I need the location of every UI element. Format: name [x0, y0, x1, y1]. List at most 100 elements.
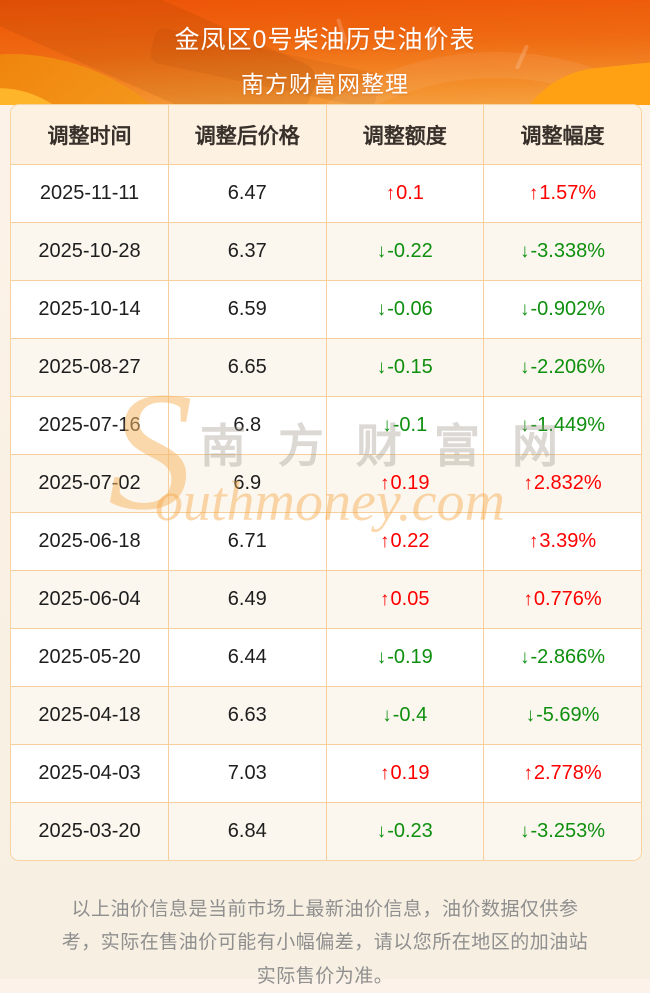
table-row: 2025-10-14 6.59 ↓-0.06 ↓-0.902%	[11, 280, 641, 339]
cell-change-amount: ↑0.19	[325, 744, 484, 803]
arrow-down-icon: ↓	[376, 241, 387, 262]
cell-adjusted-price: 6.9	[168, 454, 326, 513]
change-amount-value: -0.15	[387, 356, 433, 378]
cell-change-amount: ↓-0.22	[325, 222, 484, 281]
arrow-down-icon: ↓	[520, 299, 530, 320]
cell-change-amount: ↓-0.1	[325, 396, 484, 455]
table-row: 2025-06-18 6.71 ↑0.22 ↑3.39%	[11, 512, 641, 571]
table-row: 2025-08-27 6.65 ↓-0.15 ↓-2.206%	[11, 338, 641, 397]
cell-adjust-date: 2025-06-04	[11, 570, 169, 629]
arrow-up-icon: ↑	[523, 589, 533, 610]
table-row: 2025-04-18 6.63 ↓-0.4 ↓-5.69%	[11, 686, 641, 745]
cell-change-amount: ↓-0.23	[325, 802, 484, 860]
arrow-down-icon: ↓	[376, 357, 387, 378]
cell-adjust-date: 2025-05-20	[11, 628, 169, 687]
arrow-down-icon: ↓	[382, 415, 392, 436]
arrow-down-icon: ↓	[376, 821, 387, 842]
change-percent-value: -2.866%	[530, 646, 606, 668]
cell-change-amount: ↑0.1	[325, 164, 484, 223]
arrow-up-icon: ↑	[380, 473, 390, 494]
arrow-down-icon: ↓	[525, 705, 536, 726]
arrow-down-icon: ↓	[520, 415, 530, 436]
column-header-adjust-amount: 调整额度	[325, 105, 484, 165]
page-header: 金凤区0号柴油历史油价表 南方财富网整理	[0, 0, 650, 105]
arrow-down-icon: ↓	[520, 821, 530, 842]
change-amount-value: 0.1	[396, 182, 424, 204]
arrow-up-icon: ↑	[380, 763, 390, 784]
column-header-adjust-range: 调整幅度	[483, 105, 641, 165]
page-title: 金凤区0号柴油历史油价表	[174, 26, 476, 54]
change-amount-value: 0.22	[390, 530, 430, 552]
page-subtitle: 南方财富网整理	[241, 71, 409, 97]
arrow-up-icon: ↑	[380, 589, 390, 610]
arrow-down-icon: ↓	[376, 647, 387, 668]
change-percent-value: -1.449%	[530, 414, 606, 436]
cell-change-percent: ↑2.778%	[483, 744, 641, 803]
cell-adjusted-price: 7.03	[168, 744, 326, 803]
arrow-up-icon: ↑	[528, 183, 539, 204]
cell-adjusted-price: 6.84	[168, 802, 326, 860]
cell-adjust-date: 2025-10-14	[11, 280, 169, 339]
cell-change-amount: ↑0.19	[325, 454, 484, 513]
cell-change-percent: ↓-5.69%	[483, 686, 641, 745]
cell-change-amount: ↓-0.19	[325, 628, 484, 687]
cell-adjust-date: 2025-07-16	[11, 396, 169, 455]
table-header-row: 调整时间 调整后价格 调整额度 调整幅度	[11, 105, 641, 165]
change-percent-value: -0.902%	[530, 298, 606, 320]
table-row: 2025-05-20 6.44 ↓-0.19 ↓-2.866%	[11, 628, 641, 687]
arrow-down-icon: ↓	[382, 705, 392, 726]
change-percent-value: -2.206%	[530, 356, 606, 378]
price-history-table: 调整时间 调整后价格 调整额度 调整幅度 2025-11-11 6.47 ↑0.1 ↑…	[10, 104, 642, 861]
cell-adjusted-price: 6.59	[168, 280, 326, 339]
cell-change-percent: ↓-1.449%	[483, 396, 641, 455]
table-row: 2025-04-03 7.03 ↑0.19 ↑2.778%	[11, 744, 641, 803]
cell-change-percent: ↑1.57%	[483, 164, 641, 223]
cell-adjusted-price: 6.65	[168, 338, 326, 397]
cell-adjusted-price: 6.71	[168, 512, 326, 571]
arrow-down-icon: ↓	[376, 299, 387, 320]
cell-adjust-date: 2025-07-02	[11, 454, 169, 513]
cell-change-percent: ↑0.776%	[483, 570, 641, 629]
cell-adjusted-price: 6.49	[168, 570, 326, 629]
cell-change-percent: ↓-0.902%	[483, 280, 641, 339]
cell-change-percent: ↓-3.253%	[483, 802, 641, 860]
table-row: 2025-03-20 6.84 ↓-0.23 ↓-3.253%	[11, 802, 641, 860]
cell-change-percent: ↓-3.338%	[483, 222, 641, 281]
cell-adjust-date: 2025-10-28	[11, 222, 169, 281]
table-row: 2025-10-28 6.37 ↓-0.22 ↓-3.338%	[11, 222, 641, 281]
change-percent-value: -3.338%	[530, 240, 606, 262]
arrow-down-icon: ↓	[520, 647, 530, 668]
cell-change-amount: ↓-0.4	[325, 686, 484, 745]
change-percent-value: -5.69%	[536, 704, 600, 726]
cell-adjust-date: 2025-06-18	[11, 512, 169, 571]
cell-adjusted-price: 6.47	[168, 164, 326, 223]
cell-adjusted-price: 6.37	[168, 222, 326, 281]
change-amount-value: -0.4	[392, 704, 428, 726]
change-amount-value: -0.06	[387, 298, 433, 320]
change-percent-value: 3.39%	[539, 530, 597, 552]
column-header-adjusted-price: 调整后价格	[168, 105, 326, 165]
change-amount-value: -0.19	[387, 646, 433, 668]
arrow-down-icon: ↓	[520, 241, 530, 262]
change-amount-value: -0.22	[387, 240, 433, 262]
change-percent-value: 1.57%	[539, 182, 597, 204]
arrow-up-icon: ↑	[528, 531, 539, 552]
change-amount-value: -0.23	[387, 820, 433, 842]
cell-change-percent: ↓-2.206%	[483, 338, 641, 397]
table-row: 2025-07-02 6.9 ↑0.19 ↑2.832%	[11, 454, 641, 513]
change-percent-value: -3.253%	[530, 820, 606, 842]
arrow-up-icon: ↑	[523, 763, 533, 784]
cell-change-amount: ↓-0.06	[325, 280, 484, 339]
cell-adjusted-price: 6.8	[168, 396, 326, 455]
cell-adjust-date: 2025-04-18	[11, 686, 169, 745]
column-header-adjust-time: 调整时间	[11, 105, 169, 165]
cell-adjust-date: 2025-08-27	[11, 338, 169, 397]
change-amount-value: 0.05	[390, 588, 430, 610]
table-row: 2025-07-16 6.8 ↓-0.1 ↓-1.449%	[11, 396, 641, 455]
cell-change-amount: ↑0.05	[325, 570, 484, 629]
disclaimer-text: 以上油价信息是当前市场上最新油价信息，油价数据仅供参考，实际在售油价可能有小幅偏…	[61, 899, 589, 987]
arrow-up-icon: ↑	[523, 473, 533, 494]
change-amount-value: 0.19	[390, 762, 430, 784]
arrow-up-icon: ↑	[385, 183, 396, 204]
change-amount-value: -0.1	[392, 414, 428, 436]
